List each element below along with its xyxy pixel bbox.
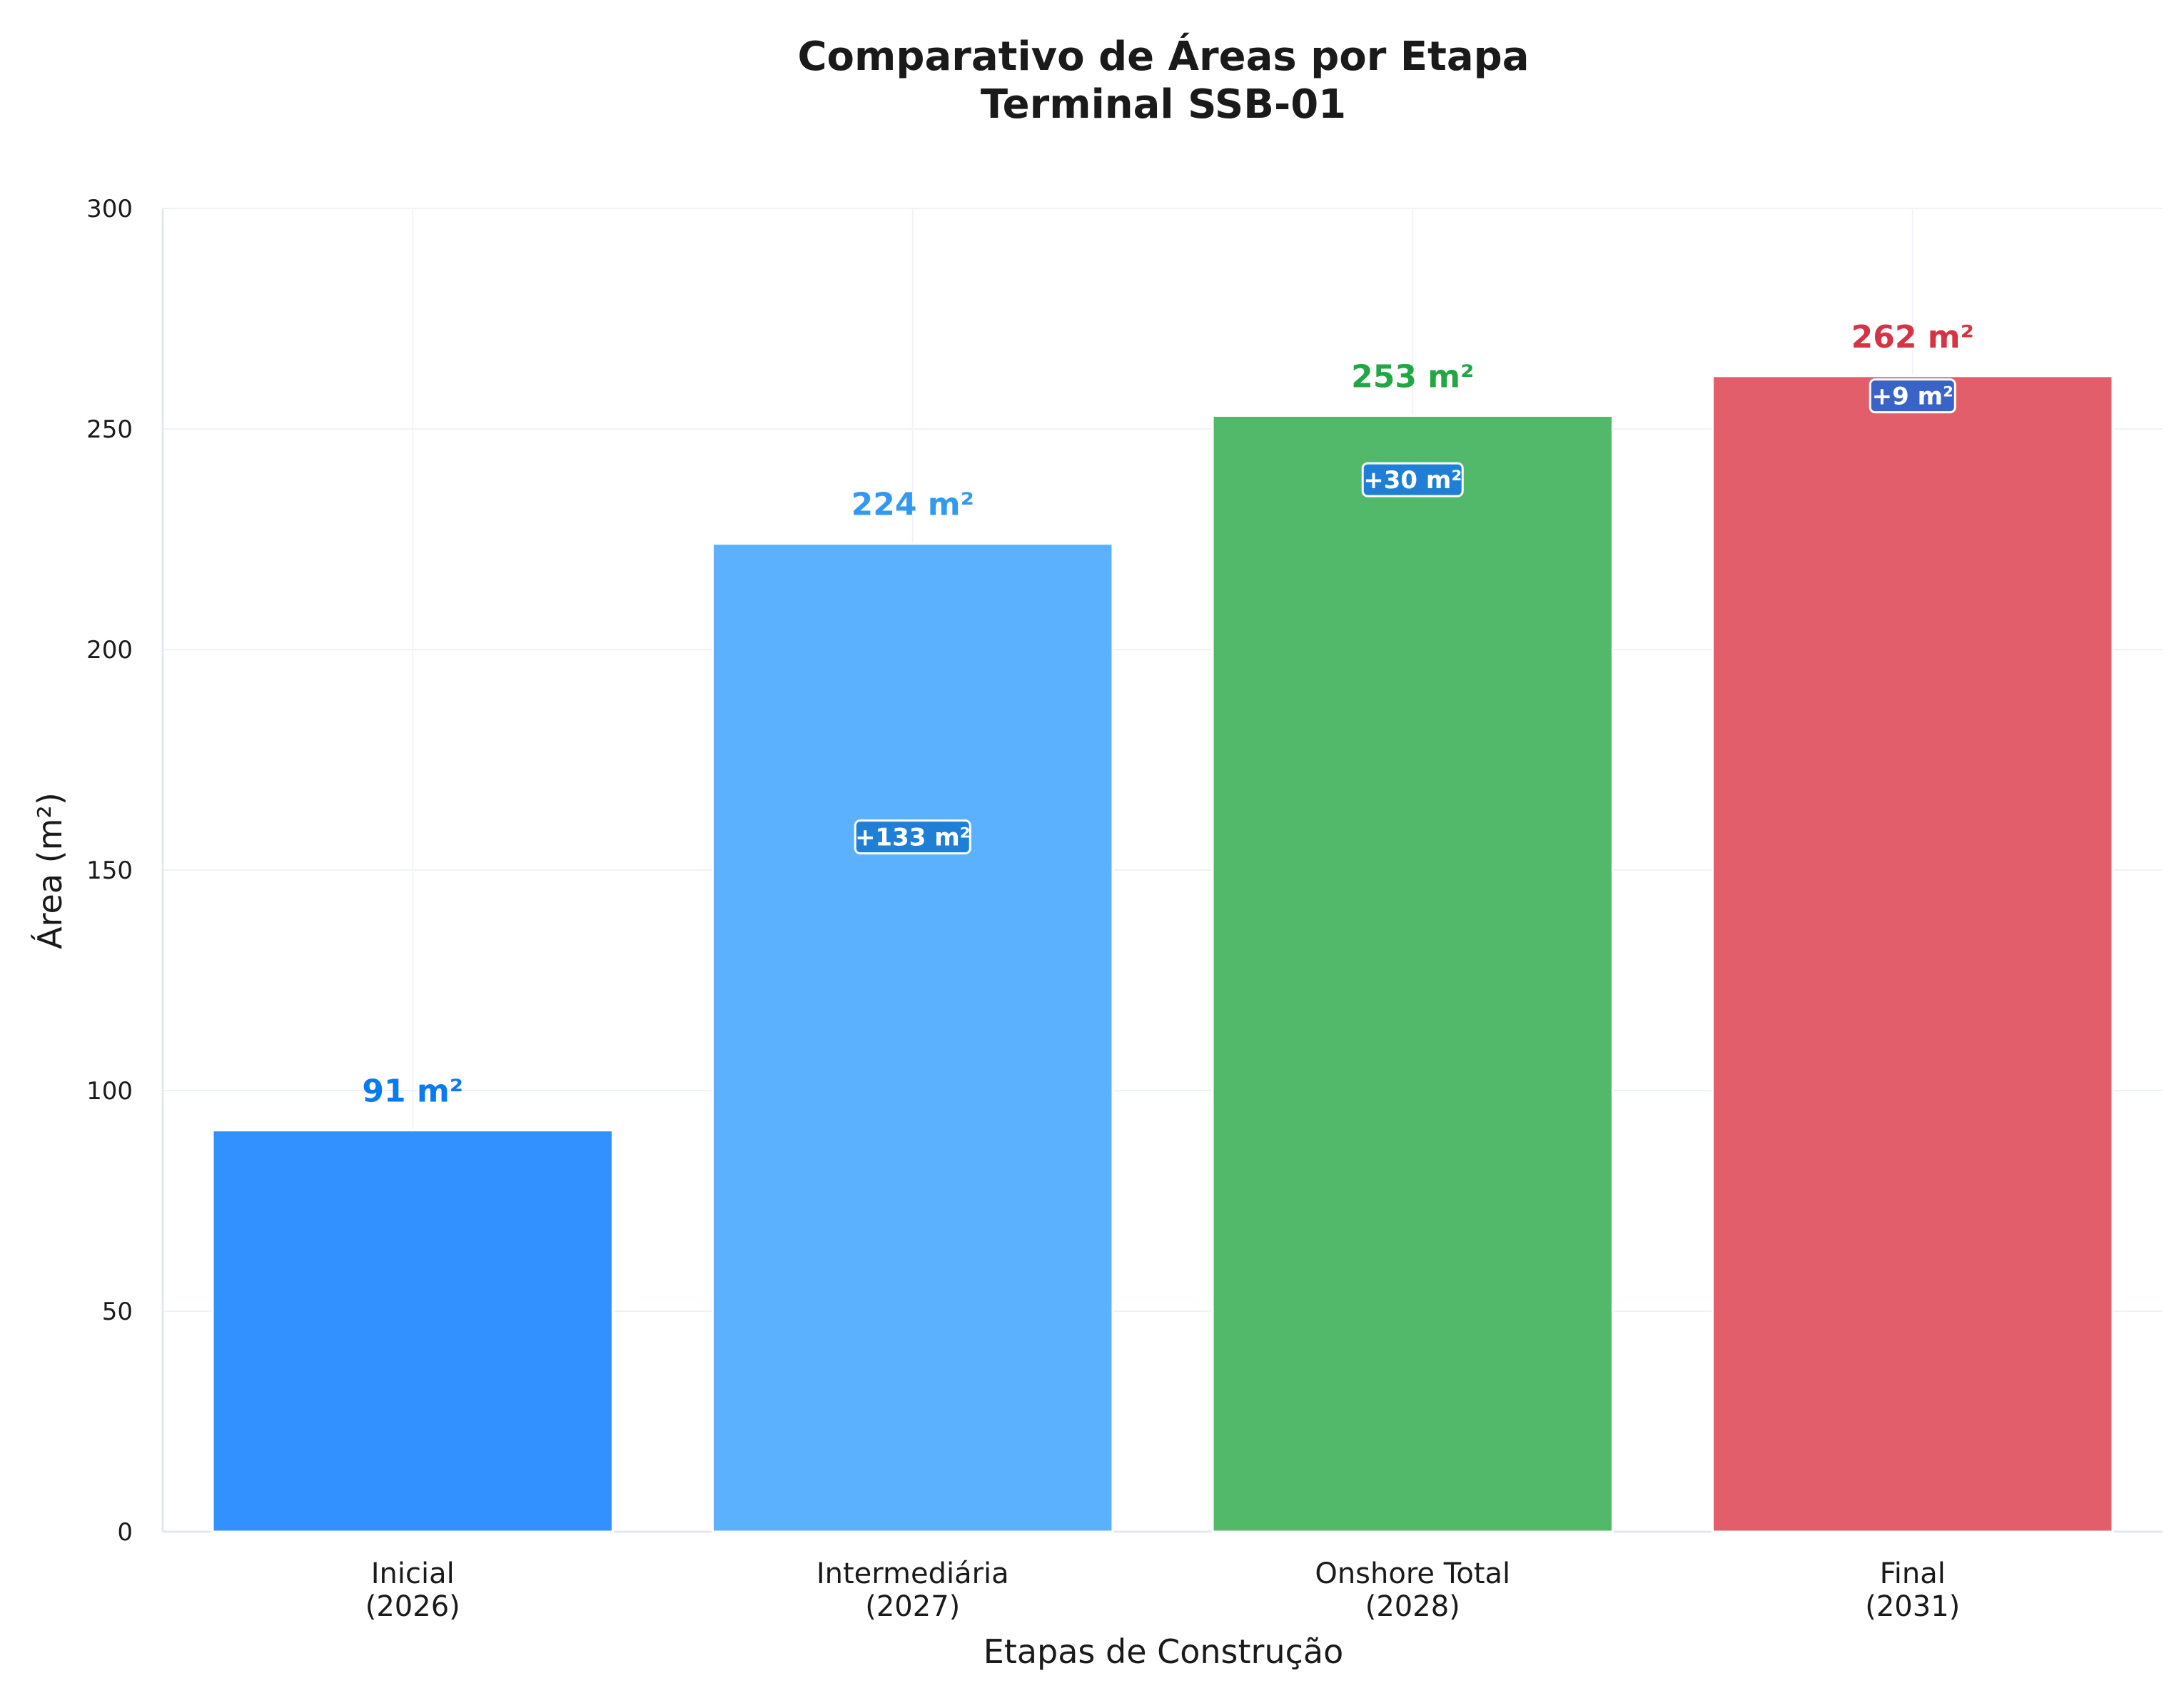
value-label: 262 m² [1851, 319, 1974, 355]
delta-badge [1361, 462, 1464, 497]
x-tick-label: Onshore Total [1315, 1557, 1510, 1590]
labels: 91 m² 224 m² +133 m² 253 m² +30 m² 262 m² +9 m… [362, 319, 1973, 1110]
value-label: 224 m² [851, 487, 974, 523]
value-label: 253 m² [1351, 358, 1474, 395]
delta-badge [1869, 378, 1956, 414]
y-tick-label: 100 [86, 1077, 133, 1106]
chart-title: Comparativo de Áreas por Etapa Terminal … [797, 34, 1529, 128]
delta-label: +30 m² [1363, 466, 1462, 495]
bar [211, 1129, 614, 1533]
x-tick-label: Final [1880, 1557, 1946, 1590]
x-axis-label: Etapas de Construção [984, 1632, 1344, 1671]
y-tick-label: 150 [86, 856, 133, 885]
value-label: 91 m² [362, 1073, 463, 1110]
chart-title-line-2: Terminal SSB-01 [981, 81, 1346, 128]
y-tick-label: 50 [102, 1298, 133, 1326]
chart-title-line-1: Comparativo de Áreas por Etapa [797, 34, 1529, 80]
y-axis-label: Área (m²) [31, 792, 69, 949]
axes: 0 50 100 150 200 250 300 Inicial(2026) Intermedi… [86, 195, 2163, 1623]
x-tick-label-year: (2031) [1865, 1590, 1960, 1623]
x-tick-label-year: (2027) [865, 1590, 960, 1623]
y-tick-label: 200 [86, 636, 133, 664]
bar [1712, 375, 2114, 1533]
bars [211, 375, 2114, 1533]
delta-badge [854, 819, 971, 855]
y-tick-label: 250 [86, 415, 133, 444]
bar [1211, 414, 1614, 1533]
delta-label: +133 m² [855, 824, 971, 852]
x-tick-label-year: (2026) [365, 1590, 460, 1623]
x-tick-label: Inicial [371, 1557, 455, 1590]
y-tick-label: 300 [86, 195, 133, 223]
x-tick-label-year: (2028) [1365, 1590, 1460, 1623]
y-tick-label: 0 [117, 1518, 133, 1547]
bar [712, 542, 1114, 1533]
delta-label: +9 m² [1872, 383, 1953, 411]
x-tick-label: Intermediária [817, 1557, 1009, 1590]
